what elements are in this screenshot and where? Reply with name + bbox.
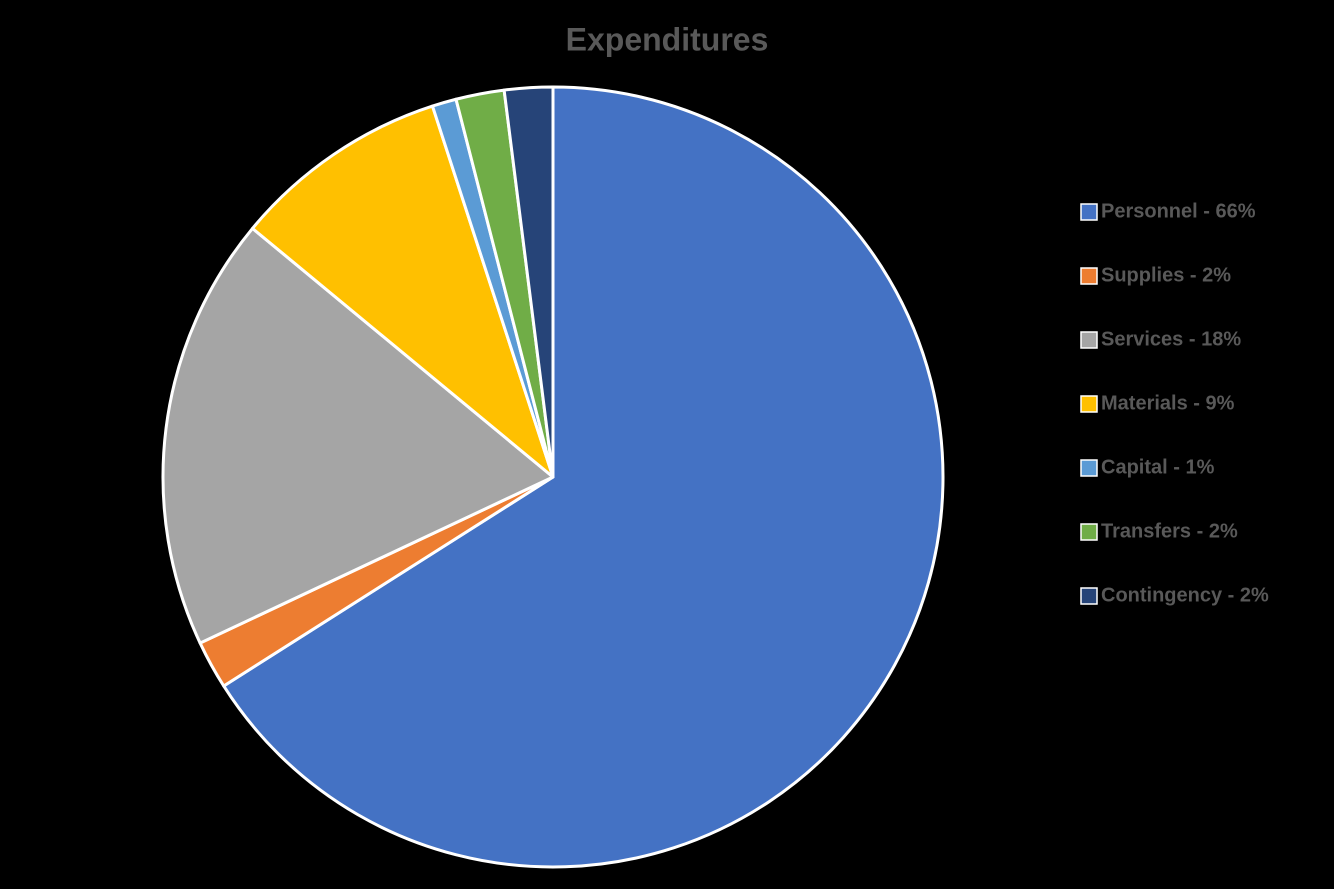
legend-label: Supplies - 2% <box>1101 264 1231 286</box>
legend-label: Contingency - 2% <box>1101 584 1269 606</box>
legend-label: Materials - 9% <box>1101 392 1235 414</box>
legend-label: Personnel - 66% <box>1101 200 1256 222</box>
legend-label: Capital - 1% <box>1101 456 1215 478</box>
chart-title: Expenditures <box>566 21 769 57</box>
legend-swatch <box>1080 267 1098 285</box>
legend-label: Services - 18% <box>1101 328 1241 350</box>
legend-swatch <box>1080 203 1098 221</box>
legend-label: Transfers - 2% <box>1101 520 1238 542</box>
pie-slice <box>502 85 555 479</box>
legend-swatch <box>1080 459 1098 477</box>
legend-swatch <box>1080 523 1098 541</box>
pie-slice <box>251 104 555 479</box>
pie-slice <box>222 85 945 869</box>
pie-slice <box>161 226 555 645</box>
legend-swatch <box>1080 331 1098 349</box>
legend-swatch <box>1080 587 1098 605</box>
legend-swatch <box>1080 395 1098 413</box>
